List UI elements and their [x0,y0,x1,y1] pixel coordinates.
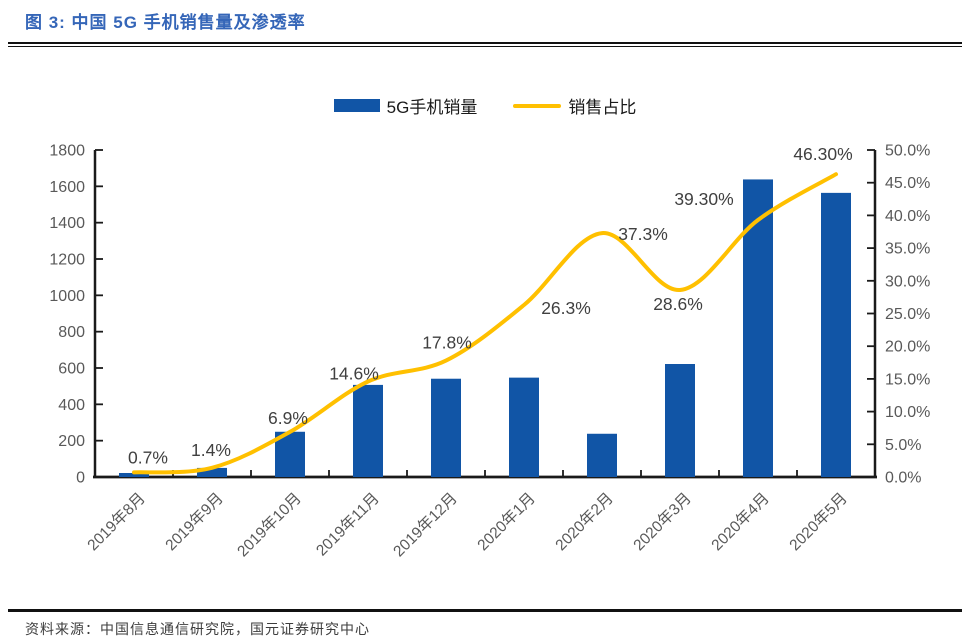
right-axis-ticks: 0.0% 5.0% 10.0% 15.0% 20.0% 25.0% 30.0% 35.0% 40… [867,143,930,487]
bar-2020年5月 [821,192,851,477]
legend-line-label: 销售占比 [568,98,637,117]
bar-2020年1月 [509,377,539,477]
left-tick-label: 200 [58,433,85,450]
footer-divider [8,609,962,612]
point-label-2019年11月: 14.6% [329,364,379,384]
x-category-label: 2020年2月 [552,489,617,554]
legend-bar-swatch [333,99,380,112]
source-note: 资料来源：中国信息通信研究院，国元证券研究中心 [25,621,370,637]
left-tick-label: 400 [58,397,85,414]
point-label-2019年9月: 1.4% [191,440,231,460]
legend-line-swatch [513,103,562,108]
left-tick-label: 1400 [49,215,85,232]
bar-2019年11月 [353,384,383,477]
right-tick-label: 5.0% [885,437,921,454]
axes [93,150,877,479]
point-label-2020年4月: 39.30% [674,189,733,209]
right-tick-label: 45.0% [885,175,930,192]
figure-title: 图 3: 中国 5G 手机销售量及渗透率 [25,13,306,32]
left-tick-label: 0 [76,470,85,487]
bar-2019年8月 [119,473,149,477]
point-label-2020年2月: 37.3% [618,224,668,244]
x-category-label: 2020年1月 [474,489,539,554]
line-point-labels: 0.7% 1.4% 6.9% 14.6% 17.8% 26.3% 37.3% 28.6% 39.… [128,144,853,467]
x-category-label: 2020年3月 [630,489,695,554]
left-tick-label: 600 [58,361,85,378]
point-label-2020年3月: 28.6% [653,294,703,314]
bar-2019年12月 [431,378,461,477]
point-label-2020年1月: 26.3% [541,298,591,318]
chart-legend: 5G手机销量 销售占比 [0,93,970,118]
point-label-2019年10月: 6.9% [268,408,308,428]
bar-2020年4月 [743,179,773,477]
legend-bar-label: 5G手机销量 [386,98,478,117]
legend-item-line: 销售占比 [513,93,636,118]
x-category-label: 2019年11月 [312,489,382,559]
right-tick-label: 40.0% [885,208,930,225]
right-tick-label: 35.0% [885,241,930,258]
x-axis-ticks [172,470,798,477]
right-tick-label: 50.0% [885,143,930,160]
bar-2020年3月 [665,364,695,477]
left-tick-label: 1200 [49,252,85,269]
point-label-2020年5月: 46.30% [793,144,852,164]
header-divider [8,42,962,47]
right-tick-label: 25.0% [885,306,930,323]
left-tick-label: 1600 [49,179,85,196]
right-tick-label: 0.0% [885,470,921,487]
x-category-label: 2019年12月 [390,489,461,560]
point-label-2019年8月: 0.7% [128,447,168,467]
right-tick-label: 30.0% [885,273,930,290]
bar-2019年9月 [197,467,227,477]
x-category-label: 2020年4月 [708,489,773,554]
x-category-label: 2020年5月 [786,489,851,554]
x-category-label: 2019年8月 [84,489,149,554]
left-tick-label: 1800 [49,143,85,160]
left-tick-label: 800 [58,324,85,341]
legend-item-bars: 5G手机销量 [333,93,478,118]
right-tick-label: 20.0% [885,339,930,356]
bar-2019年10月 [275,431,305,477]
bar-series [119,179,851,477]
point-label-2019年12月: 17.8% [422,333,472,353]
left-tick-label: 1000 [49,288,85,305]
bar-2020年2月 [587,433,617,477]
x-category-label: 2019年10月 [234,489,305,560]
penetration-line [132,172,838,475]
x-axis-labels: 2019年8月 2019年9月 2019年10月 2019年11月 2019年12月 20… [84,489,851,560]
left-axis-ticks: 0 200 400 600 800 1000 1200 1400 1600 1800 [49,143,103,487]
right-tick-label: 15.0% [885,371,930,388]
x-category-label: 2019年9月 [162,489,227,554]
right-tick-label: 10.0% [885,404,930,421]
